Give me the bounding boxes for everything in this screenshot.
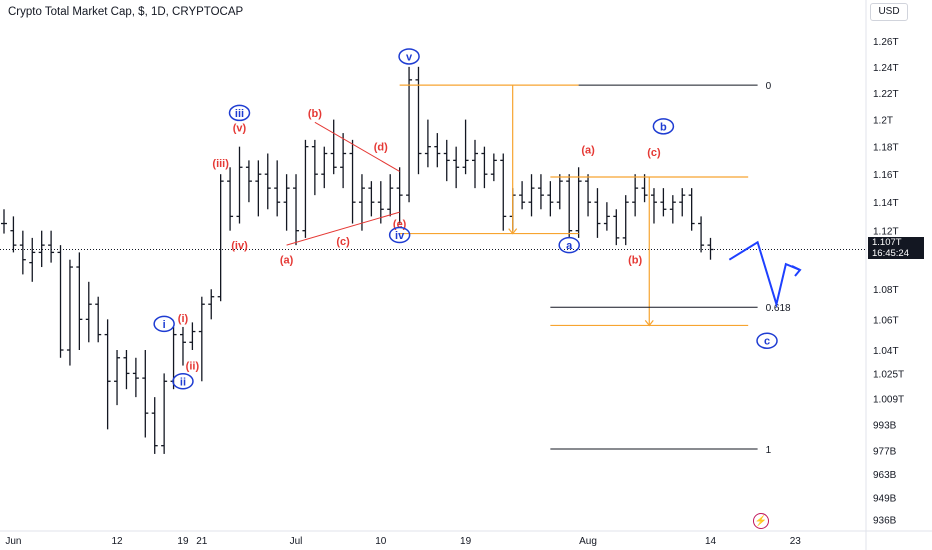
time-tick-label: 19 [460,536,472,547]
wave-label: b [660,121,667,133]
bar-countdown: 16:45:24 [872,248,909,259]
wave-label: (b) [308,108,322,120]
price-tick-label: 1.18T [873,143,899,154]
price-tick-label: 1.24T [873,63,899,74]
flash-icon[interactable]: ⚡ [753,513,769,529]
time-tick-label: 21 [196,536,208,547]
wave-label: i [163,319,166,331]
wave-label: (a) [581,144,595,156]
currency-button[interactable]: USD [870,3,908,21]
time-tick-label: Jun [5,536,21,547]
wave-label: v [406,51,413,63]
price-tick-label: 1.2T [873,116,893,127]
time-tick-label: 19 [177,536,189,547]
last-price-label: 1.107T 16:45:24 [868,237,924,259]
wave-label-circle [388,226,411,244]
time-tick-label: 10 [375,536,387,547]
time-tick-label: 12 [111,536,123,547]
wave-label: (a) [280,255,294,267]
price-tick-label: 1.22T [873,89,899,100]
last-price-value: 1.107T [872,237,902,248]
time-tick-label: 14 [705,536,717,547]
price-tick-label: 1.08T [873,285,899,296]
triangle-lower-line [286,211,400,246]
wave-label: (c) [336,236,350,248]
wave-label-circle [558,236,580,254]
wave-label: (b) [628,255,642,267]
price-tick-label: 936B [873,516,897,527]
fib-level-label: 0 [766,81,772,92]
price-tick-label: 1.14T [873,198,899,209]
price-tick-label: 1.06T [873,315,899,326]
projection-path [728,240,801,309]
time-tick-label: Jul [290,536,303,547]
wave-label-circle [756,332,778,349]
time-tick-label: Aug [579,536,597,547]
wave-label: iii [235,108,244,120]
wave-label-circle [398,48,420,65]
wave-label: (v) [233,123,247,135]
projection-arrowhead [791,265,802,277]
wave-label-circle [652,118,675,135]
price-tick-label: 1.26T [873,37,899,48]
wave-label: a [566,240,573,252]
fib-level-label: 0.618 [766,303,791,314]
price-tick-label: 1.025T [873,369,904,380]
wave-label: (iii) [212,158,229,170]
wave-label: iv [395,230,405,242]
wave-label: ii [180,376,186,388]
triangle-upper-line [314,121,400,172]
wave-label: (i) [178,313,189,325]
wave-label: c [764,336,770,348]
wave-label-circle [172,373,194,390]
price-tick-label: 949B [873,493,897,504]
price-tick-label: 1.009T [873,395,904,406]
price-tick-label: 963B [873,470,897,481]
wave-label: (iv) [231,240,248,252]
price-tick-label: 1.04T [873,346,899,357]
chart-title: Crypto Total Market Cap, $, 1D, CRYPTOCA… [8,6,244,18]
price-tick-label: 1.16T [873,170,899,181]
price-tick-label: 1.12T [873,227,899,238]
wave-label-circle [153,315,175,333]
fib-level-label: 1 [766,445,772,456]
measure-arrowhead [508,228,518,235]
wave-label: (ii) [186,361,200,373]
price-tick-label: 977B [873,447,897,458]
time-tick-label: 23 [790,536,802,547]
projection-arrowhead [644,320,654,327]
wave-label: (c) [647,147,661,159]
wave-label: (d) [374,142,388,154]
wave-label-circle [228,104,251,122]
price-tick-label: 993B [873,420,897,431]
